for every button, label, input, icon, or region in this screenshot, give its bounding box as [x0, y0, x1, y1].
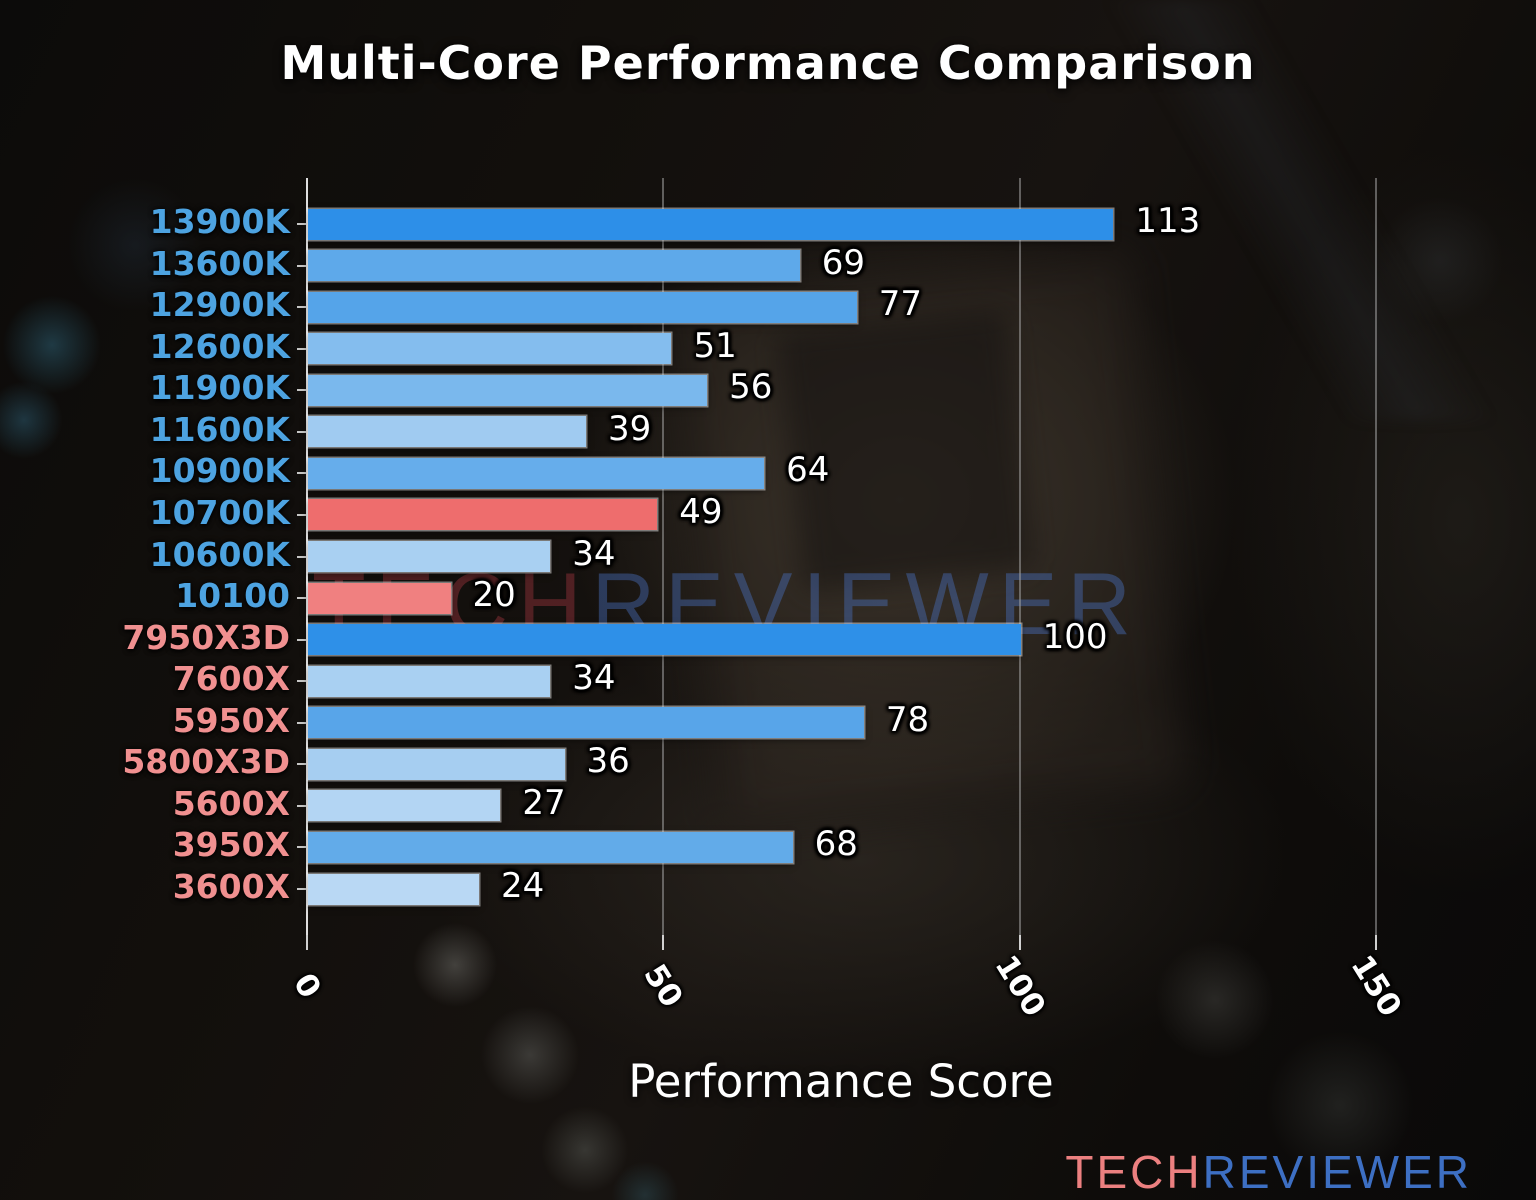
bar-value-label-13600k: 69 — [821, 242, 865, 283]
y-tick-mark — [297, 597, 306, 600]
bar-12900k — [308, 291, 857, 323]
y-axis-label-13900k: 13900K — [149, 202, 290, 241]
bar-10600k — [308, 541, 551, 572]
x-axis-title: Performance Score — [628, 1055, 1054, 1108]
y-tick-mark — [297, 513, 306, 516]
y-tick-mark — [297, 638, 306, 641]
bar-value-label-13900k: 113 — [1135, 201, 1201, 241]
y-tick-mark — [297, 555, 306, 558]
bar-value-label-10700k: 49 — [679, 491, 723, 532]
y-axis-label-13600k: 13600K — [149, 243, 290, 283]
y-axis-label-11900k: 11900K — [149, 368, 290, 408]
y-axis-label-12600k: 12600K — [149, 326, 290, 366]
y-tick-mark — [297, 264, 306, 267]
y-tick-mark — [297, 804, 306, 807]
y-axis-label-10700k: 10700K — [149, 492, 290, 532]
bar-value-label-11600k: 39 — [607, 408, 652, 449]
y-tick-mark — [297, 721, 306, 724]
bar-value-label-11900k: 56 — [729, 367, 773, 408]
x-tick-label-0: 0 — [286, 967, 328, 1005]
bar-12600k — [308, 333, 672, 365]
y-axis-label-11600k: 11600K — [149, 409, 290, 449]
bar-10700k — [308, 499, 658, 531]
y-tick-mark — [297, 846, 306, 849]
y-tick-mark — [297, 223, 306, 225]
bar-11600k — [308, 416, 586, 448]
x-tick-label-50: 50 — [636, 958, 691, 1014]
bar-10900k — [308, 457, 765, 489]
x-tick-label-150: 150 — [1343, 949, 1409, 1023]
bar-value-label-5600x: 27 — [522, 782, 566, 823]
y-axis-label-10100: 10100 — [175, 576, 290, 616]
gridline-x-150 — [1375, 178, 1377, 935]
bar-value-label-12900k: 77 — [878, 284, 923, 325]
y-axis-label-5800x3d: 5800X3D — [122, 742, 290, 782]
x-tick-mark-0 — [306, 935, 308, 950]
bar-value-label-10600k: 34 — [572, 533, 616, 574]
y-axis-label-10600k: 10600K — [149, 534, 290, 574]
bar-value-label-3600x: 24 — [501, 866, 545, 906]
y-axis-label-7950x3d: 7950X3D — [122, 617, 290, 657]
logo-tech-text: TECH — [1065, 1146, 1203, 1198]
bar-5600x — [308, 790, 501, 822]
y-tick-mark — [297, 472, 306, 475]
y-tick-mark — [297, 888, 306, 890]
y-tick-mark — [297, 306, 306, 309]
bar-value-label-10900k: 64 — [786, 450, 830, 491]
y-axis-label-5600x: 5600X — [172, 783, 290, 823]
bar-7600x — [308, 665, 551, 697]
bar-3950x — [308, 831, 793, 863]
gridline-x-50 — [662, 178, 665, 935]
x-tick-mark-150 — [1375, 935, 1377, 950]
y-tick-mark — [297, 763, 306, 766]
bar-7950x3d — [308, 624, 1021, 656]
bar-value-label-7600x: 34 — [572, 658, 616, 699]
x-tick-mark-100 — [1018, 935, 1021, 950]
bar-11900k — [308, 374, 708, 406]
bar-10100 — [308, 582, 451, 614]
bar-5950x — [308, 707, 864, 739]
y-axis-spine — [306, 178, 308, 935]
bar-13900k — [308, 208, 1114, 240]
logo-reviewer-text: REVIEWER — [1202, 1146, 1472, 1198]
bar-value-label-5950x: 78 — [885, 699, 930, 740]
y-axis-label-7600x: 7600X — [172, 659, 290, 699]
x-tick-label-100: 100 — [987, 949, 1053, 1023]
y-axis-label-5950x: 5950X — [172, 700, 290, 740]
y-axis-label-3950x: 3950X — [172, 825, 290, 865]
y-axis-label-12900k: 12900K — [149, 285, 290, 325]
y-tick-mark — [297, 430, 306, 433]
bar-3600x — [308, 873, 480, 905]
y-axis-label-10900k: 10900K — [149, 451, 290, 491]
bar-5800x3d — [308, 748, 565, 780]
bar-value-label-7950x3d: 100 — [1042, 616, 1108, 657]
bar-value-label-3950x: 68 — [814, 824, 858, 865]
bar-value-label-5800x3d: 36 — [586, 741, 630, 782]
y-tick-mark — [297, 347, 306, 350]
bar-13600k — [308, 250, 800, 282]
gridline-x-100 — [1018, 178, 1021, 935]
y-axis-label-3600x: 3600X — [172, 867, 290, 906]
bar-value-label-12600k: 51 — [693, 325, 737, 366]
background-streak — [1050, 0, 1536, 420]
chart-title: Multi-Core Performance Comparison — [280, 36, 1256, 90]
y-tick-mark — [297, 680, 306, 683]
bar-value-label-10100: 20 — [472, 575, 516, 616]
x-tick-mark-50 — [662, 935, 665, 950]
techreviewer-logo: TECHREVIEWER — [1065, 1145, 1472, 1199]
y-tick-mark — [297, 389, 306, 392]
